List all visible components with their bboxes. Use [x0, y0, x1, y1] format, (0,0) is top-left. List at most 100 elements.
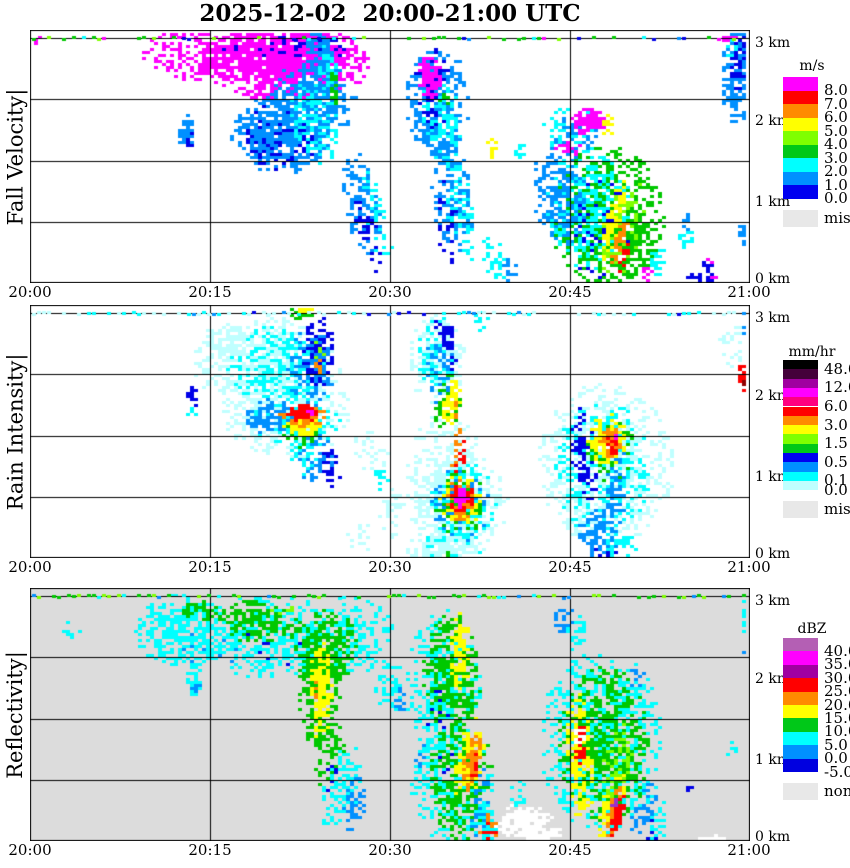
legend-missing-label: miss [824, 208, 850, 227]
legend-value-label: 25.0 [824, 682, 850, 701]
legend-value-label: 5.0 [824, 121, 848, 140]
reflectivity-heatmap [30, 588, 750, 841]
legend-value-label: 1.0 [824, 175, 848, 194]
legend-value-label: 5.0 [824, 735, 848, 754]
x-tick-label: 20:30 [368, 841, 412, 859]
page-title: 2025-12-02 20:00-21:00 UTC [199, 0, 581, 27]
y-tick-label: 3 km [755, 35, 791, 51]
legend-value-label: 8.0 [824, 81, 848, 99]
legend-color-block [783, 471, 818, 481]
legend-color-block [783, 443, 818, 453]
y-tick-label: 1 km [755, 469, 791, 485]
legend-missing-label: miss [824, 500, 850, 519]
x-tick-label: 20:30 [368, 283, 412, 301]
legend-missing-block [783, 783, 818, 800]
legend-value-label: 15.0 [824, 708, 850, 727]
panel-ylabel-rain-intensity: Rain Intensity| [3, 353, 28, 510]
x-tick-label: 20:15 [188, 841, 232, 859]
legend-missing-block [783, 209, 818, 227]
y-tick-label: 2 km [755, 671, 791, 687]
y-tick-label: 1 km [755, 194, 791, 210]
legend-value-label: 4.0 [824, 135, 848, 153]
legend-color-block [783, 387, 818, 398]
legend-value-label: 40.0 [824, 641, 850, 660]
legend-color-block [783, 638, 818, 652]
legend-value-label: 7.0 [824, 94, 848, 113]
legend-title: m/s [799, 58, 825, 74]
x-tick-label: 20:45 [548, 841, 592, 859]
legend-value-label: 20.0 [824, 695, 850, 714]
legend-color-block [783, 406, 818, 416]
legend-color-block [783, 378, 818, 388]
legend-value-label: 6.0 [824, 108, 848, 126]
x-tick-label: 20:15 [188, 558, 232, 576]
legend-value-label: 12.0 [824, 378, 850, 397]
legend-color-block [783, 415, 818, 426]
legend-title: mm/hr [788, 344, 836, 360]
x-tick-label: 20:00 [8, 841, 52, 859]
legend-color-block [783, 453, 818, 463]
legend-color-block [783, 397, 818, 407]
legend-color-block [783, 434, 818, 444]
legend-color-block [783, 185, 818, 199]
legend-color-block [783, 731, 818, 746]
legend-color-block [783, 718, 818, 732]
legend-value-label: -5.0 [824, 762, 850, 781]
legend-value-label: 3.0 [824, 148, 848, 167]
legend-color-block [783, 480, 818, 491]
legend-value-label: 2.0 [824, 162, 848, 180]
legend-color-block [783, 425, 818, 435]
legend-color-block [783, 745, 818, 759]
legend-color-block [783, 90, 818, 104]
legend-color-block [783, 678, 818, 692]
y-tick-label: 1 km [755, 752, 791, 768]
y-tick-label: 2 km [755, 388, 791, 404]
y-tick-label: 3 km [755, 310, 791, 326]
x-tick-label: 20:45 [548, 283, 592, 301]
legend-color-block [783, 462, 818, 472]
legend-value-label: 0.1 [824, 471, 848, 490]
panel-ylabel-reflectivity: Reflectivity| [3, 650, 27, 779]
legend-value-label: 6.0 [824, 397, 848, 415]
legend-value-label: 0.0 [824, 189, 848, 207]
legend-title: dBZ [797, 621, 827, 637]
y-tick-label: 0 km [755, 546, 791, 562]
legend-color-block [783, 104, 818, 118]
y-tick-label: 0 km [755, 271, 791, 287]
legend-color-block [783, 158, 818, 172]
x-tick-label: 20:45 [548, 558, 592, 576]
rain-intensity-heatmap [30, 305, 750, 558]
legend-value-label: 3.0 [824, 415, 848, 434]
y-tick-label: 2 km [755, 113, 791, 129]
legend-color-block [783, 758, 818, 772]
legend-value-label: 30.0 [824, 668, 850, 687]
x-tick-label: 21:00 [727, 283, 771, 301]
legend-color-block [783, 369, 818, 379]
legend-value-label: 48.0 [824, 359, 850, 378]
legend-value-label: 0.0 [824, 749, 848, 768]
y-tick-label: 0 km [755, 829, 791, 845]
x-tick-label: 21:00 [727, 841, 771, 859]
x-tick-label: 20:00 [8, 283, 52, 301]
legend-color-block [783, 664, 818, 679]
legend-value-label: 0.0 [824, 480, 848, 499]
legend-value-label: 10.0 [824, 722, 850, 741]
legend-value-label: 35.0 [824, 655, 850, 674]
legend-value-label: 1.5 [824, 434, 848, 453]
legend-color-block [783, 691, 818, 705]
legend-color-block [783, 144, 818, 158]
legend-value-label: 0.5 [824, 452, 848, 471]
legend-color-block [783, 651, 818, 665]
panel-ylabel-fall-velocity: Fall Velocity| [3, 88, 27, 225]
legend-color-block [783, 77, 818, 91]
fall-velocity-heatmap [30, 30, 750, 283]
x-tick-label: 20:30 [368, 558, 412, 576]
legend-color-block [783, 360, 818, 370]
x-tick-label: 21:00 [727, 558, 771, 576]
legend-missing-label: none [824, 782, 850, 800]
x-tick-label: 20:00 [8, 558, 52, 576]
legend-color-block [783, 117, 818, 131]
legend-missing-block [783, 501, 818, 519]
legend-color-block [783, 705, 818, 719]
